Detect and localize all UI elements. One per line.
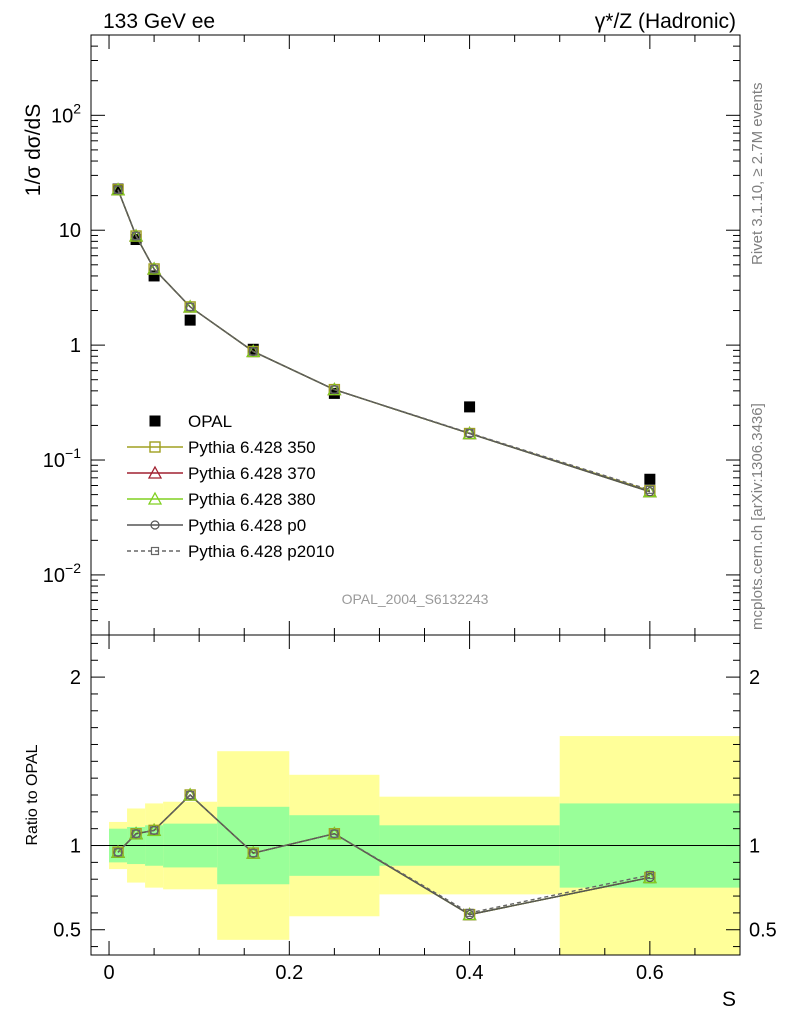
opal-point-2 <box>148 270 160 282</box>
opal-point-6 <box>464 401 476 413</box>
xtick-label-1: 0.2 <box>275 962 303 984</box>
legend-marker-p2010 <box>150 546 160 556</box>
legend: OPAL Pythia 6.428 350 Pythia 6.428 370 Pyth… <box>127 412 335 561</box>
main-point-p2010-7 <box>645 485 654 494</box>
ytick-label-main-3: 10 <box>59 220 81 242</box>
legend-label-p350: Pythia 6.428 350 <box>188 438 316 457</box>
ytick-label-main-2: 1 <box>70 335 81 357</box>
opal-point-7 <box>644 473 656 485</box>
ytick-label-main-4: 102 <box>51 100 81 127</box>
mcplots-label: mcplots.cern.ch [arXiv:1306.3436] <box>749 403 766 630</box>
xtick-label-0: 0 <box>103 962 114 984</box>
ytick-label-ratio-right-0: 0.5 <box>749 920 777 942</box>
watermark: OPAL_2004_S6132243 <box>342 591 489 607</box>
legend-marker-p350 <box>149 441 161 453</box>
main-point-p2010-0 <box>113 185 123 194</box>
opal-point-0 <box>112 183 124 195</box>
ratio-point-p2010-0 <box>113 848 123 857</box>
ratio-point-p2010-1 <box>131 829 141 838</box>
ytick-label-main-0: 10−2 <box>43 560 81 587</box>
ytick-label-ratio-right-1: 1 <box>749 836 760 858</box>
main-point-p2010-5 <box>330 385 339 394</box>
legend-marker-p380 <box>147 491 163 505</box>
x-axis-label: S <box>722 988 736 1011</box>
main-point-p2010-3 <box>186 302 195 312</box>
ytick-label-ratio-0: 0.5 <box>53 920 81 942</box>
legend-marker-p370 <box>147 465 163 479</box>
legend-label-p370: Pythia 6.428 370 <box>188 464 316 483</box>
legend-marker-p0 <box>150 520 160 530</box>
opal-point-4 <box>247 343 259 355</box>
header-left: 133 GeV ee <box>103 10 215 33</box>
ratio-point-p2010-3 <box>186 790 195 800</box>
legend-label-p380: Pythia 6.428 380 <box>188 490 316 509</box>
ratio-point-p2010-4 <box>249 849 258 858</box>
legend-label-opal: OPAL <box>188 412 232 431</box>
ytick-label-ratio-2: 2 <box>70 667 81 689</box>
legend-marker-opal <box>149 415 161 427</box>
xtick-label-3: 0.6 <box>636 962 664 984</box>
header-right: γ*/Z (Hadronic) <box>595 10 736 33</box>
opal-point-3 <box>184 314 196 326</box>
rivet-label: Rivet 3.1.10, ≥ 2.7M events <box>749 83 766 266</box>
xtick-label-2: 0.4 <box>456 962 484 984</box>
main-point-p2010-1 <box>131 231 141 241</box>
ratio-point-p2010-7 <box>645 870 654 880</box>
legend-label-p2010: Pythia 6.428 p2010 <box>188 542 335 561</box>
ytick-label-ratio-1: 1 <box>70 836 81 858</box>
legend-label-p0: Pythia 6.428 p0 <box>188 516 306 535</box>
ytick-label-ratio-right-2: 2 <box>749 667 760 689</box>
main-ylabel: 1/σ dσ/dS <box>22 104 45 196</box>
main-line-p2010 <box>117 189 651 491</box>
ratio-panel: 0 0.2 0.4 0.6 0.5 0.5 1 1 2 2 <box>53 634 777 984</box>
main-point-p2010-2 <box>149 264 159 274</box>
ytick-label-main-1: 10−1 <box>43 445 81 472</box>
main-point-p2010-6 <box>465 428 474 438</box>
main-panel: 10−2 10−1 1 10 102 <box>43 34 741 636</box>
ratio-ylabel: Ratio to OPAL <box>24 744 41 845</box>
ratio-point-p2010-5 <box>330 829 339 838</box>
main-point-p2010-4 <box>249 347 258 356</box>
ratio-point-p2010-2 <box>149 826 159 835</box>
ratio-point-p2010-6 <box>465 908 474 917</box>
